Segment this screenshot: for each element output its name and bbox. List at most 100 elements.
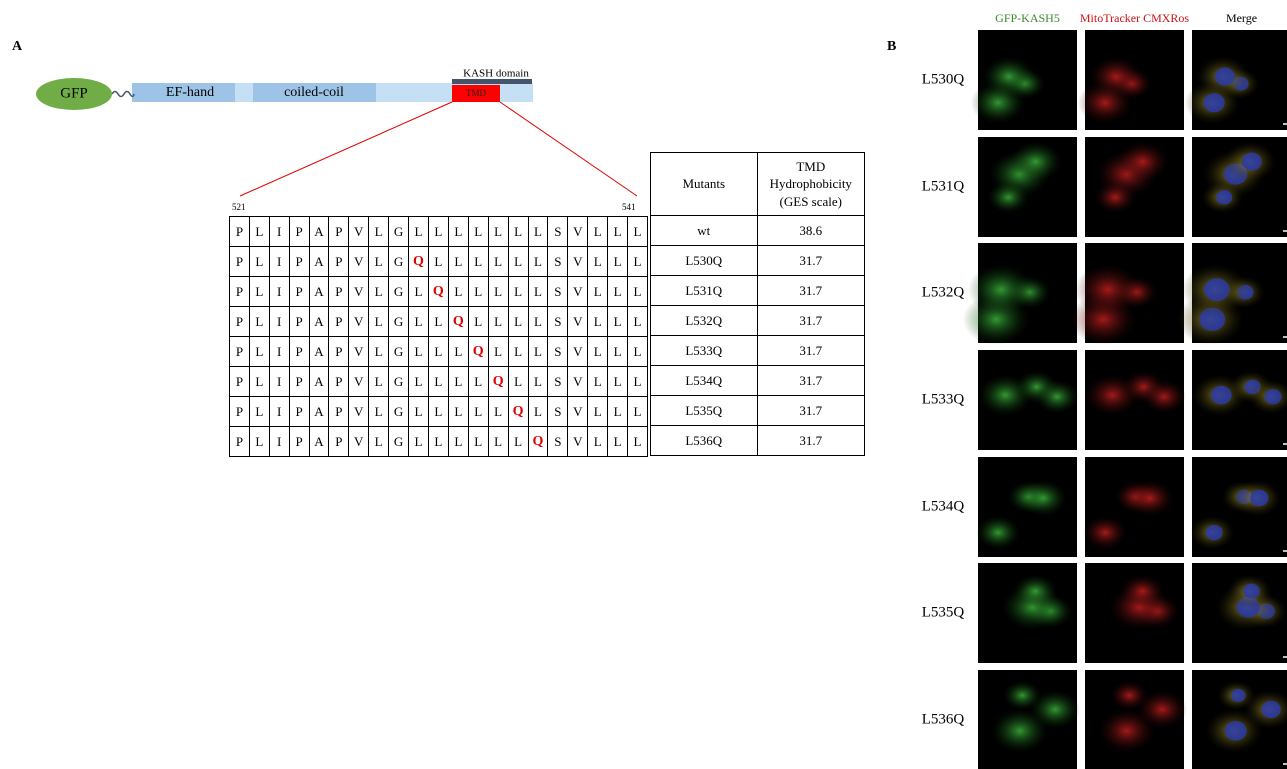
residue: L [408, 337, 428, 367]
cell-signal [1030, 690, 1080, 729]
residue: L [588, 397, 608, 427]
residue: L [588, 427, 608, 457]
column-label: GFP-KASH5 [995, 11, 1060, 25]
residue: P [230, 307, 250, 337]
residue: G [389, 277, 409, 307]
residue: P [230, 277, 250, 307]
residue: G [389, 217, 409, 247]
residue: V [568, 367, 588, 397]
residue: L [488, 277, 508, 307]
residue: L [428, 247, 448, 277]
table-cell: L535Q [651, 396, 758, 426]
cell-signal [1075, 264, 1141, 315]
residue: L [428, 367, 448, 397]
table-cell: 31.7 [757, 336, 864, 366]
residue: L [448, 397, 468, 427]
sequence-table: PLIPAPVLGLLLLLLLSVLLLPLIPAPVLGQLLLLLLSVL… [229, 216, 648, 457]
cell-signal [1083, 516, 1127, 550]
residue: P [329, 397, 349, 427]
residue: Q [528, 427, 548, 457]
residue: L [608, 247, 628, 277]
row-label: L532Q [922, 284, 965, 300]
residue: P [289, 337, 309, 367]
residue: L [628, 247, 648, 277]
table-cell: 31.7 [757, 246, 864, 276]
residue: P [230, 427, 250, 457]
residue: L [408, 397, 428, 427]
residue: S [548, 367, 568, 397]
residue: Q [408, 247, 428, 277]
residue: S [548, 397, 568, 427]
residue: V [568, 277, 588, 307]
residue: L [468, 277, 488, 307]
residue: L [588, 337, 608, 367]
residue: P [329, 277, 349, 307]
residue: L [628, 367, 648, 397]
residue: L [408, 427, 428, 457]
residue: L [608, 367, 628, 397]
residue: I [269, 277, 289, 307]
residue: G [389, 397, 409, 427]
residue: G [389, 427, 409, 457]
residue: L [488, 247, 508, 277]
residue: G [389, 307, 409, 337]
zoom-line [500, 102, 637, 196]
micrographs: GFP-KASH5MitoTracker CMXRosMergeL530QL53… [922, 11, 1287, 769]
residue: L [369, 307, 389, 337]
row-label: L530Q [922, 71, 965, 87]
nucleus [1243, 584, 1260, 599]
residue: L [428, 307, 448, 337]
residue: L [249, 277, 269, 307]
page: A EF-hand coiled-coil KASH domain TMD GF… [0, 0, 1287, 769]
residue: L [528, 217, 548, 247]
residue: S [548, 277, 568, 307]
domain-label: coiled-coil [284, 85, 344, 100]
table-cell: wt [651, 216, 758, 246]
table-cell: L536Q [651, 426, 758, 456]
nucleus [1216, 190, 1232, 204]
residue: L [428, 397, 448, 427]
domain-label: EF-hand [166, 85, 214, 100]
nucleus [1206, 525, 1223, 540]
residue: P [329, 247, 349, 277]
residue: I [269, 217, 289, 247]
cell-signal [1020, 480, 1067, 516]
residue: L [369, 427, 389, 457]
nucleus [1231, 689, 1246, 702]
residue: L [528, 277, 548, 307]
residue: V [568, 427, 588, 457]
residue: A [309, 397, 329, 427]
residue: V [349, 307, 369, 337]
table-cell: L534Q [651, 366, 758, 396]
nucleus [1211, 386, 1232, 405]
header-row: MutantsTMD Hydrophobicity (GES scale) [651, 153, 865, 216]
residue: L [369, 367, 389, 397]
residue: P [230, 367, 250, 397]
residue: A [309, 307, 329, 337]
residue: A [309, 277, 329, 307]
table-cell: 31.7 [757, 396, 864, 426]
residue: L [528, 367, 548, 397]
residue: L [608, 337, 628, 367]
residue: L [249, 217, 269, 247]
nucleus [1265, 389, 1282, 404]
residue: L [468, 427, 488, 457]
cell-signal [1121, 574, 1164, 607]
residue: S [548, 247, 568, 277]
residue: P [329, 217, 349, 247]
residue: I [269, 337, 289, 367]
table-cell: 31.7 [757, 426, 864, 456]
residue: P [289, 307, 309, 337]
table-cell: L533Q [651, 336, 758, 366]
cell-signal [1142, 380, 1186, 414]
residue: L [528, 397, 548, 427]
residue: P [329, 307, 349, 337]
residue: P [230, 247, 250, 277]
residue: L [508, 247, 528, 277]
residue: L [588, 247, 608, 277]
residue: L [628, 397, 648, 427]
header-cell: TMD Hydrophobicity (GES scale) [757, 153, 864, 216]
